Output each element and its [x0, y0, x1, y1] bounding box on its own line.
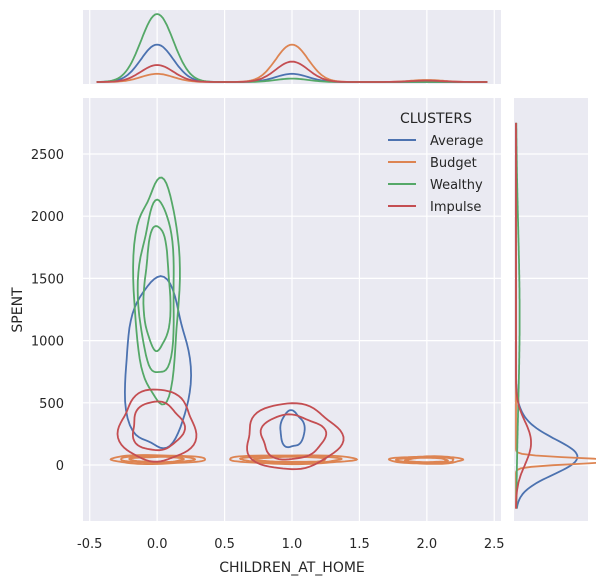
- legend-items: Average Budget Wealthy Impulse: [388, 134, 483, 215]
- kde-contours: [109, 176, 465, 471]
- x-axis-label: CHILDREN_AT_HOME: [219, 560, 365, 576]
- contour-impulse-1-0: [246, 402, 345, 471]
- top-marginal: [83, 10, 501, 84]
- legend-label-average: Average: [430, 134, 483, 149]
- contour-impulse-0-0: [116, 388, 198, 463]
- top-density-impulse: [96, 60, 488, 83]
- top-marginal-curves: [96, 13, 488, 83]
- top-density-wealthy: [96, 13, 488, 83]
- top-marginal-grid: [89, 10, 495, 84]
- legend-label-impulse: Impulse: [430, 200, 481, 215]
- y-tick-label: 2000: [31, 210, 64, 225]
- legend-title: CLUSTERS: [400, 111, 472, 127]
- x-tick-label: 2.0: [416, 537, 437, 552]
- contour-impulse-1-1: [259, 413, 328, 461]
- contour-impulse-0-1: [132, 400, 186, 452]
- legend: CLUSTERS Average Budget Wealthy Impulse: [388, 111, 483, 215]
- contour-wealthy-0-1: [136, 198, 175, 373]
- right-marginal: [514, 98, 596, 521]
- right-marginal-curves: [515, 122, 596, 509]
- x-tick-label: 1.5: [349, 537, 370, 552]
- y-tick-label: 1000: [31, 335, 64, 350]
- right-density-impulse: [515, 122, 532, 509]
- x-tick-labels: -0.5 0.0 0.5 1.0 1.5 2.0 2.5: [77, 537, 505, 552]
- y-tick-label: 1500: [31, 272, 64, 287]
- right-marginal-grid: [514, 153, 588, 466]
- x-tick-label: 0.0: [147, 537, 168, 552]
- right-density-wealthy: [515, 122, 521, 509]
- x-tick-label: 2.5: [484, 537, 505, 552]
- contour-wealthy-0-0: [132, 176, 181, 406]
- main-axes: [83, 98, 501, 521]
- x-tick-label: 0.5: [214, 537, 235, 552]
- legend-label-budget: Budget: [430, 156, 477, 171]
- contour-wealthy-0-2: [142, 225, 172, 352]
- contour-budget-2-0: [387, 455, 465, 465]
- y-tick-label: 2500: [31, 148, 64, 163]
- x-tick-label: 1.0: [282, 537, 303, 552]
- x-tick-label: -0.5: [77, 537, 102, 552]
- legend-label-wealthy: Wealthy: [430, 178, 483, 193]
- right-marginal-background: [514, 98, 588, 521]
- y-tick-label: 500: [39, 397, 64, 412]
- contour-budget-2-1: [394, 456, 455, 464]
- y-axis-label: SPENT: [10, 287, 26, 333]
- y-tick-labels: 0 500 1000 1500 2000 2500: [31, 148, 64, 474]
- y-tick-label: 0: [56, 459, 64, 474]
- contour-budget-2-2: [403, 457, 450, 463]
